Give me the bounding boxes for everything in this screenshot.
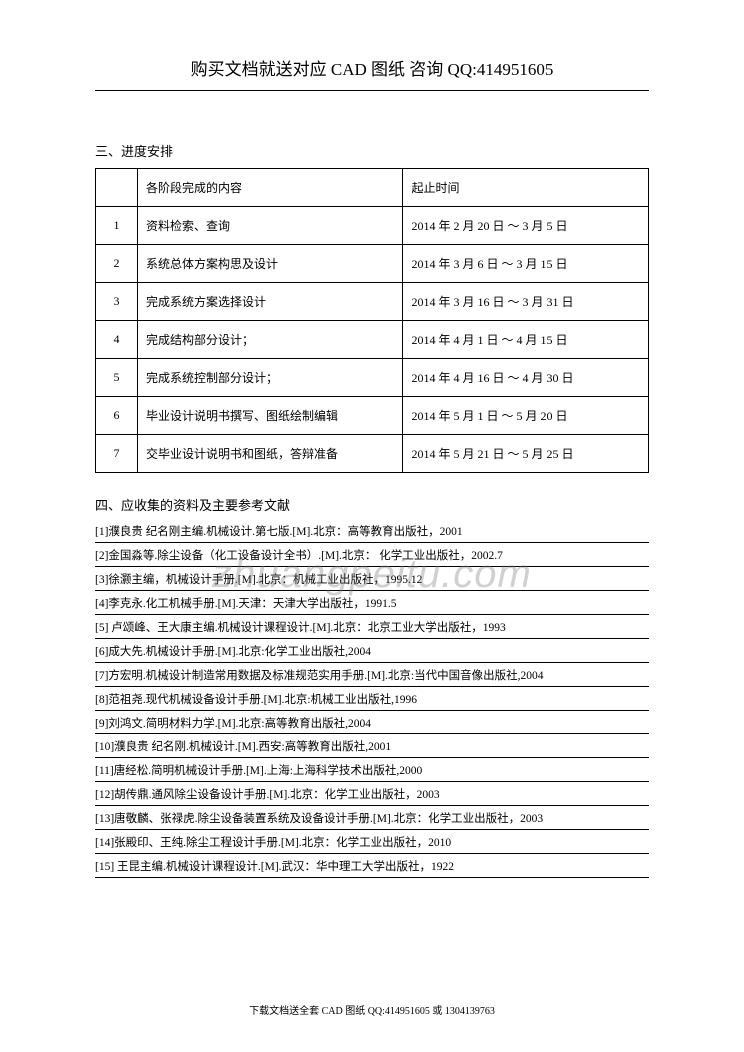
row-time: 2014 年 4 月 1 日 ～ 4 月 15 日 (403, 321, 649, 359)
reference-item: [13]唐敬麟、张禄虎.除尘设备装置系统及设备设计手册.[M].北京：化学工业出… (95, 809, 649, 830)
reference-item: [2]金国淼等.除尘设备（化工设备设计全书）.[M].北京： 化学工业出版社，2… (95, 546, 649, 567)
row-content: 完成结构部分设计； (138, 321, 403, 359)
reference-item: [7]方宏明.机械设计制造常用数据及标准规范实用手册.[M].北京:当代中国音像… (95, 666, 649, 687)
row-content: 资料检索、查询 (138, 207, 403, 245)
table-row: 2系统总体方案构思及设计2014 年 3 月 6 日 ～ 3 月 15 日 (96, 245, 649, 283)
references-list: [1]濮良贵 纪名刚主编.机械设计.第七版.[M].北京：高等教育出版社，200… (95, 522, 649, 878)
row-content: 完成系统控制部分设计； (138, 359, 403, 397)
reference-item: [6]成大先.机械设计手册.[M].北京:化学工业出版社,2004 (95, 642, 649, 663)
row-content: 毕业设计说明书撰写、图纸绘制编辑 (138, 397, 403, 435)
reference-item: [4]李克永.化工机械手册.[M].天津：天津大学出版社，1991.5 (95, 594, 649, 615)
row-time: 2014 年 4 月 16 日 ～ 4 月 30 日 (403, 359, 649, 397)
row-number: 5 (96, 359, 138, 397)
page-header: 购买文档就送对应 CAD 图纸 咨询 QQ:414951605 (95, 55, 649, 91)
row-number: 2 (96, 245, 138, 283)
reference-item: [12]胡传鼎.通风除尘设备设计手册.[M].北京：化学工业出版社，2003 (95, 785, 649, 806)
row-number: 1 (96, 207, 138, 245)
row-time: 2014 年 3 月 16 日 ～ 3 月 31 日 (403, 283, 649, 321)
row-content: 交毕业设计说明书和图纸，答辩准备 (138, 435, 403, 473)
schedule-table: 各阶段完成的内容 起止时间 1资料检索、查询2014 年 2 月 20 日 ～ … (95, 168, 649, 473)
reference-item: [3]徐灏主编，机械设计手册.[M].北京：机械工业出版社，1995.12 (95, 570, 649, 591)
page-footer: 下载文档送全套 CAD 图纸 QQ:414951605 或 1304139763 (0, 1002, 744, 1017)
row-content: 完成系统方案选择设计 (138, 283, 403, 321)
row-number: 3 (96, 283, 138, 321)
reference-item: [10]濮良贵 纪名刚.机械设计.[M].西安:高等教育出版社,2001 (95, 737, 649, 758)
row-number: 7 (96, 435, 138, 473)
table-row: 4完成结构部分设计；2014 年 4 月 1 日 ～ 4 月 15 日 (96, 321, 649, 359)
table-row: 5完成系统控制部分设计；2014 年 4 月 16 日 ～ 4 月 30 日 (96, 359, 649, 397)
row-time: 2014 年 5 月 1 日 ～ 5 月 20 日 (403, 397, 649, 435)
reference-item: [14]张殿印、王纯.除尘工程设计手册.[M].北京：化学工业出版社，2010 (95, 833, 649, 854)
section-3-title: 三、进度安排 (95, 141, 649, 160)
row-number: 6 (96, 397, 138, 435)
reference-item: [9]刘鸿文.简明材料力学.[M].北京:高等教育出版社,2004 (95, 714, 649, 735)
row-time: 2014 年 2 月 20 日 ～ 3 月 5 日 (403, 207, 649, 245)
reference-item: [15] 王昆主编.机械设计课程设计.[M].武汉：华中理工大学出版社，1922 (95, 857, 649, 878)
reference-item: [8]范祖尧.现代机械设备设计手册.[M].北京:机械工业出版社,1996 (95, 690, 649, 711)
reference-item: [11]唐经松.简明机械设计手册.[M].上海:上海科学技术出版社,2000 (95, 761, 649, 782)
table-row: 6毕业设计说明书撰写、图纸绘制编辑2014 年 5 月 1 日 ～ 5 月 20… (96, 397, 649, 435)
row-time: 2014 年 5 月 21 日 ～ 5 月 25 日 (403, 435, 649, 473)
row-content: 系统总体方案构思及设计 (138, 245, 403, 283)
header-content: 各阶段完成的内容 (138, 169, 403, 207)
page-container: 购买文档就送对应 CAD 图纸 咨询 QQ:414951605 三、进度安排 各… (0, 0, 744, 911)
table-row: 1资料检索、查询2014 年 2 月 20 日 ～ 3 月 5 日 (96, 207, 649, 245)
row-number: 4 (96, 321, 138, 359)
reference-item: [1]濮良贵 纪名刚主编.机械设计.第七版.[M].北京：高等教育出版社，200… (95, 522, 649, 543)
row-time: 2014 年 3 月 6 日 ～ 3 月 15 日 (403, 245, 649, 283)
header-time: 起止时间 (403, 169, 649, 207)
header-empty (96, 169, 138, 207)
reference-item: [5] 卢颂峰、王大康主编.机械设计课程设计.[M].北京：北京工业大学出版社，… (95, 618, 649, 639)
table-row: 3完成系统方案选择设计2014 年 3 月 16 日 ～ 3 月 31 日 (96, 283, 649, 321)
table-header-row: 各阶段完成的内容 起止时间 (96, 169, 649, 207)
table-row: 7交毕业设计说明书和图纸，答辩准备2014 年 5 月 21 日 ～ 5 月 2… (96, 435, 649, 473)
section-4-title: 四、应收集的资料及主要参考文献 (95, 495, 649, 514)
